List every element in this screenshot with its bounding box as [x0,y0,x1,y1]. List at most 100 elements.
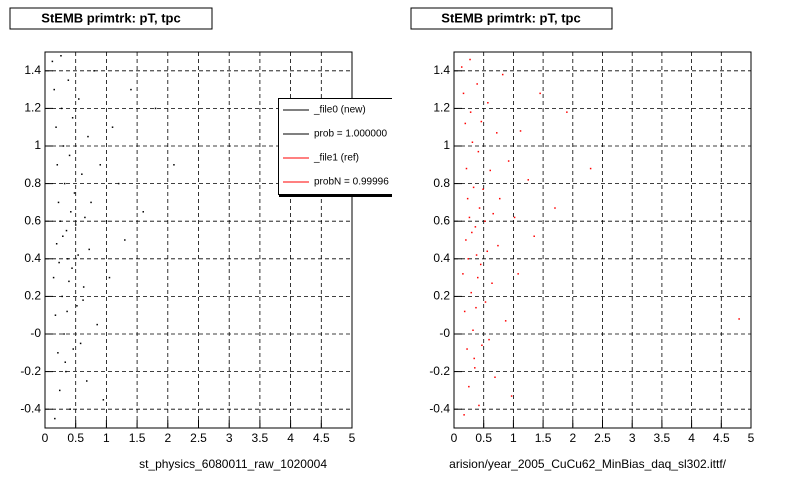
point [142,211,144,213]
point [466,348,468,350]
legend: _file0 (new) prob = 1.000000 _file1 (ref) p… [278,98,392,197]
y-tick-label: 0.8 [24,176,41,190]
chart-title: StEMB primtrk: pT, tpc [41,10,180,25]
point [105,220,108,222]
x-tick-label: 1 [510,431,517,445]
y-tick-label: 1 [443,138,450,152]
point [117,182,120,185]
point [55,126,57,128]
y-tick-label: -0.4 [20,401,41,415]
point [130,88,132,91]
title-box [410,7,613,30]
legend-body: _file0 (new) prob = 1.000000 _file1 (ref) p… [278,98,392,195]
point [466,197,469,200]
point [496,132,498,134]
point [51,60,54,63]
point [463,414,465,416]
x-tick-label: 4 [287,431,294,445]
legend-label: probN = 0.99996 [314,177,389,188]
y-tick-label: 1.4 [433,63,450,77]
y-tick-label: 0.6 [24,213,41,227]
point [469,58,471,61]
point [471,231,473,234]
point [58,261,60,264]
point [63,333,65,335]
point [60,107,63,110]
point [473,357,475,360]
legend-label: prob = 1.000000 [314,129,388,140]
x-tick-label: 3.5 [252,431,269,445]
plot-frame [44,51,353,429]
chart-title: StEMB primtrk: pT, tpc [441,10,580,25]
point [68,154,71,157]
point [501,73,504,76]
legend-label: _file0 (new) [313,105,366,116]
point [504,320,507,322]
x-tick-label: 2 [569,431,576,445]
x-tick-label: 0 [42,431,49,445]
point [477,276,479,279]
point [510,395,513,397]
point [81,173,83,175]
point [469,111,472,113]
point [533,235,535,237]
point [468,385,470,388]
point [539,92,541,95]
point [478,207,481,209]
point [57,201,60,204]
point [472,186,475,189]
x-tick-label: 1 [103,431,110,445]
point [472,329,474,331]
point [61,295,63,298]
point [589,167,592,170]
plot-area [454,52,751,428]
point [154,107,157,110]
point [82,286,85,288]
point [71,267,73,269]
point [487,102,489,104]
y-tick-label: 0.4 [433,251,450,265]
point [64,361,67,363]
point [79,342,82,345]
y-tick-label: -0.2 [20,364,41,378]
x-tick-label: 4 [688,431,695,445]
point [73,192,76,194]
x-axis-label: arision/year_2005_CuCu62_MinBias_daq_sl3… [449,457,727,471]
point [87,135,89,138]
point [566,111,568,113]
x-tick-label: 0.5 [67,431,84,445]
x-tick-label: 3.5 [654,431,671,445]
point [517,273,519,275]
point [465,167,468,170]
x-tick-label: 1.5 [535,431,552,445]
y-tick-label: 0.4 [24,251,41,265]
point [507,160,510,162]
point [69,408,71,410]
point [464,122,467,125]
point [76,305,78,307]
point [468,216,471,219]
point [62,235,64,237]
y-tick-label: 1.2 [24,101,41,115]
x-tick-label: 2.5 [190,431,207,445]
x-tick-label: 2.5 [594,431,611,445]
x-tick-label: 5 [748,431,755,445]
point [478,404,480,407]
y-tick-label: 0.2 [433,289,450,303]
y-tick-label: -0 [30,326,41,340]
point [102,399,105,401]
point [65,229,68,232]
point [484,301,487,303]
point [63,182,66,185]
point [474,226,477,228]
point [71,117,74,119]
title-box [9,7,213,30]
point [519,130,522,132]
y-tick-label: -0.4 [429,401,450,415]
point [99,164,102,166]
point [93,70,95,72]
point [488,338,490,341]
y-tick-label: 0.6 [433,213,450,227]
y-tick-label: 1.4 [24,63,41,77]
